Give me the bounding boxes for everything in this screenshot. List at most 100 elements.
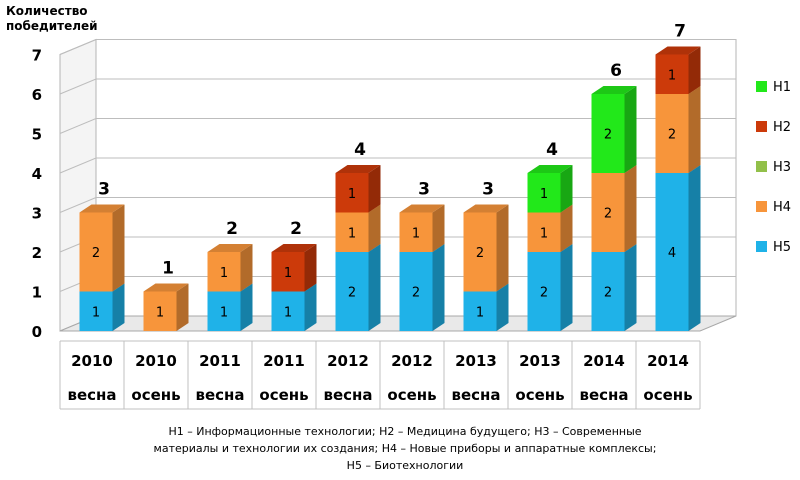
bar-front (463, 212, 497, 292)
y-tick-label: 4 (32, 165, 42, 183)
x-axis-table: 2010 весна 2010 осень 2011 весна 2011 осень 2012… (59, 340, 701, 410)
bar-column: 11 (143, 259, 189, 331)
bar-front (591, 173, 625, 252)
bar-side (304, 244, 317, 292)
legend-item: Н3 (756, 160, 791, 175)
legend-swatch (756, 121, 767, 132)
bar-column: 2 2 2 6 (591, 61, 637, 331)
bar-column: 1 1 2 (271, 219, 317, 331)
bar-column: 2 1 3 (399, 180, 445, 331)
x-tick-label-year: 2013 (519, 352, 561, 370)
bar-total-label: 6 (610, 61, 622, 81)
bar-side (112, 204, 125, 292)
bar-side (368, 244, 381, 331)
y-tick-label: 3 (32, 205, 42, 223)
bar-value-label: 1 (668, 68, 676, 83)
bar-value-label: 1 (476, 305, 484, 320)
bar-segment-н4: 2 (591, 165, 637, 252)
bar-value-label: 2 (540, 286, 548, 301)
bar-side (112, 283, 125, 331)
y-tick-label: 2 (32, 244, 42, 262)
bar-top (463, 204, 509, 213)
legend-label: Н4 (773, 200, 791, 215)
bar-value-label: 1 (284, 305, 292, 320)
bar-side (624, 244, 637, 331)
bar-side (176, 283, 189, 331)
y-tick-label: 6 (32, 86, 42, 104)
bar-segment-н1: 2 (591, 86, 637, 173)
gridline (59, 118, 736, 134)
bar-side (304, 283, 317, 331)
bar-total-label: 3 (98, 180, 110, 200)
x-tick-label-season: осень (643, 386, 692, 404)
bar-top (79, 204, 125, 213)
bar-front (143, 291, 177, 331)
bar-front (399, 212, 433, 252)
bar-value-label: 2 (604, 207, 612, 222)
x-tick-label-year: 2010 (135, 352, 177, 370)
legend-item: Н1 (756, 80, 791, 95)
bar-column: 2 1 1 4 (527, 140, 573, 331)
bar-front (655, 173, 689, 331)
bar-front (79, 212, 113, 292)
bar-total-label: 3 (418, 180, 430, 200)
bar-value-label: 1 (348, 226, 356, 241)
bar-value-label: 2 (604, 128, 612, 143)
bar-segment-н4: 2 (463, 204, 509, 292)
bar-value-label: 2 (348, 286, 356, 301)
x-tick-label-season: весна (579, 386, 628, 404)
legend-swatch (756, 241, 767, 252)
x-tick-label-year: 2012 (327, 352, 369, 370)
bar-front (463, 291, 497, 331)
bar-side (688, 46, 701, 94)
bar-top (591, 86, 637, 94)
y-tick-label: 5 (32, 126, 42, 144)
bar-value-label: 2 (604, 286, 612, 301)
bar-side (368, 204, 381, 252)
bar-segment-н4: 2 (79, 204, 125, 292)
bar-total-label: 2 (226, 219, 238, 239)
bar-front (207, 252, 241, 292)
bar-total-label: 1 (162, 259, 174, 279)
bar-top (207, 244, 253, 252)
bar-side (688, 165, 701, 331)
bar-top (527, 165, 573, 173)
bar-top (335, 165, 381, 173)
x-tick-label-season: осень (387, 386, 436, 404)
x-tick-label-season: весна (323, 386, 372, 404)
legend-item: Н2 (756, 120, 791, 135)
x-tick-label-season: весна (451, 386, 500, 404)
y-axis-title: Количество победителей (6, 4, 98, 33)
x-tick-label-season: осень (259, 386, 308, 404)
bar-segment-н2: 1 (271, 244, 317, 292)
bar-value-label: 2 (668, 128, 676, 143)
legend-swatch (756, 161, 767, 172)
bar-front (335, 212, 369, 252)
bar-front (399, 252, 433, 331)
bar-column: 1 1 2 (207, 219, 253, 331)
x-tick-label-year: 2013 (455, 352, 497, 370)
y-tick-label: 0 (32, 323, 42, 341)
bar-segment-н5: 2 (399, 244, 445, 331)
bar-segment-н4: 1 (207, 244, 253, 292)
x-tick-label-season: весна (67, 386, 116, 404)
bar-side (560, 244, 573, 331)
bar-front (527, 252, 561, 331)
bar-value-label: 1 (412, 226, 420, 241)
legend-swatch (756, 81, 767, 92)
legend-label: Н1 (773, 80, 791, 95)
bar-value-label: 1 (220, 305, 228, 320)
gridline (59, 39, 736, 55)
legend: Н1 Н2 Н3 Н4 Н5 (756, 80, 791, 255)
bar-segment-н2: 1 (335, 165, 381, 213)
bar-side (624, 86, 637, 173)
bar-front (207, 291, 241, 331)
bar-column: 4 2 1 7 (655, 22, 701, 331)
bar-value-label: 1 (156, 305, 164, 320)
bar-side (496, 283, 509, 331)
bar-side (432, 204, 445, 252)
bar-total-label: 4 (546, 140, 558, 160)
gridline (59, 78, 736, 95)
bar-value-label: 1 (92, 305, 100, 320)
